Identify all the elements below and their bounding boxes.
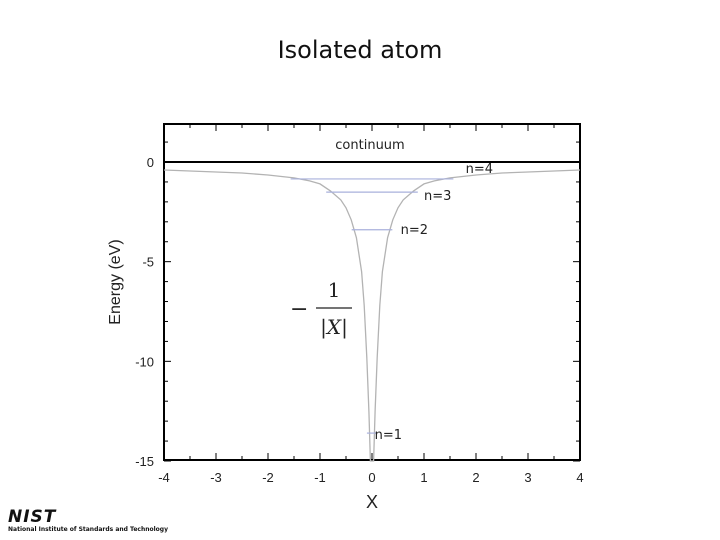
x-tick-label: 3 (524, 470, 531, 485)
slide-title: Isolated atom (277, 36, 443, 64)
y-axis-title: Energy (eV) (107, 239, 124, 324)
y-tick-label: 0 (147, 155, 154, 170)
energy-level-label: n=3 (424, 189, 451, 204)
potential-curve (163, 169, 581, 462)
x-tick-label: -4 (158, 470, 170, 485)
x-tick-label: -1 (314, 470, 326, 485)
energy-levels-layer: n=1 n=2 n=3 n=4 (290, 162, 493, 443)
x-tick-label: 0 (368, 470, 375, 485)
plot-frame (163, 123, 581, 461)
x-tick-label: -3 (210, 470, 222, 485)
formula-denominator: |X| (320, 315, 348, 340)
y-tick-label: -15 (135, 454, 154, 469)
y-axis-ticks: 0 -5 -10 -15 (135, 141, 580, 469)
continuum-label: continuum (335, 138, 404, 153)
y-tick-label: -5 (142, 255, 154, 270)
formula-sign: − (290, 297, 308, 322)
x-axis-ticks: -4 -3 -2 -1 0 1 2 3 4 (158, 124, 584, 485)
potential-formula: − 1 |X| (290, 278, 352, 340)
x-tick-label: 4 (576, 470, 583, 485)
nist-subtitle: National Institute of Standards and Tech… (8, 526, 169, 533)
x-axis-title: X (366, 492, 378, 512)
x-tick-label: -2 (262, 470, 274, 485)
formula-numerator: 1 (328, 278, 341, 302)
x-tick-label: 2 (472, 470, 479, 485)
energy-level-label: n=2 (401, 223, 428, 238)
nist-logo: NIST National Institute of Standards and… (8, 508, 183, 534)
energy-level-label: n=1 (375, 428, 402, 443)
x-tick-label: 1 (420, 470, 427, 485)
nist-wordmark: NIST (8, 507, 57, 527)
potential-curve-layer (163, 169, 581, 462)
energy-level-label: n=4 (466, 162, 493, 177)
y-tick-label: -10 (135, 354, 154, 369)
